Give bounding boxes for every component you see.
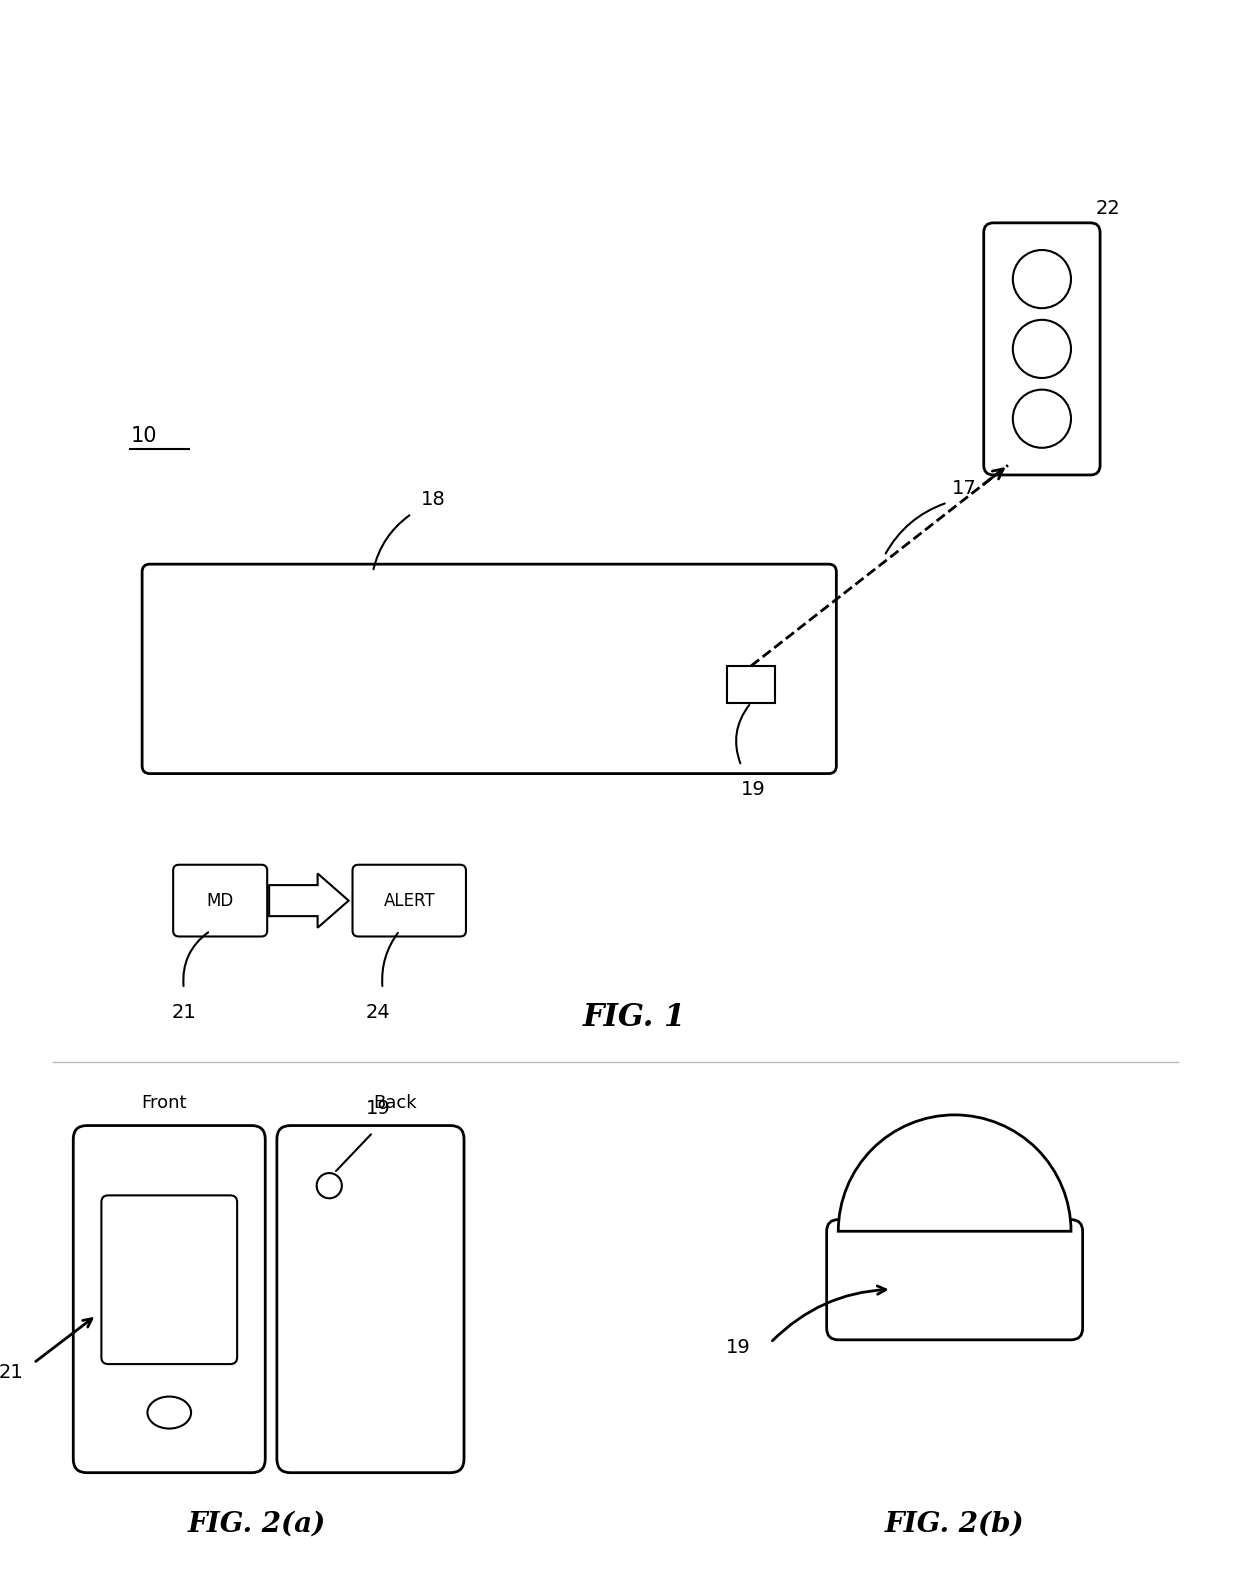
Text: FIG. 2(b): FIG. 2(b)	[885, 1511, 1024, 1537]
Circle shape	[1013, 250, 1071, 307]
FancyBboxPatch shape	[352, 865, 466, 937]
Bar	[727, 666, 775, 702]
Text: 19: 19	[366, 1098, 391, 1117]
Text: 10: 10	[130, 426, 157, 445]
Text: 21: 21	[0, 1363, 24, 1382]
FancyBboxPatch shape	[174, 865, 267, 937]
Text: FIG. 1: FIG. 1	[583, 1002, 686, 1033]
Circle shape	[1013, 390, 1071, 449]
Polygon shape	[269, 873, 348, 927]
Text: 19: 19	[727, 1338, 751, 1357]
FancyBboxPatch shape	[102, 1195, 237, 1365]
Circle shape	[1013, 320, 1071, 377]
Circle shape	[316, 1173, 342, 1198]
Text: MD: MD	[207, 892, 234, 910]
Text: ALERT: ALERT	[383, 892, 435, 910]
Text: Back: Back	[373, 1094, 417, 1113]
FancyBboxPatch shape	[73, 1125, 265, 1472]
Text: 22: 22	[1095, 200, 1120, 219]
Text: 17: 17	[952, 479, 977, 498]
FancyBboxPatch shape	[827, 1219, 1083, 1339]
Wedge shape	[838, 1114, 1071, 1232]
FancyBboxPatch shape	[143, 564, 836, 773]
FancyBboxPatch shape	[277, 1125, 464, 1472]
Text: 21: 21	[171, 1003, 196, 1022]
Text: 24: 24	[366, 1003, 391, 1022]
Text: FIG. 2(a): FIG. 2(a)	[187, 1511, 326, 1537]
FancyBboxPatch shape	[983, 223, 1100, 476]
Text: 18: 18	[422, 490, 446, 509]
Ellipse shape	[148, 1396, 191, 1428]
Text: Front: Front	[141, 1094, 187, 1113]
Text: 19: 19	[742, 780, 766, 799]
